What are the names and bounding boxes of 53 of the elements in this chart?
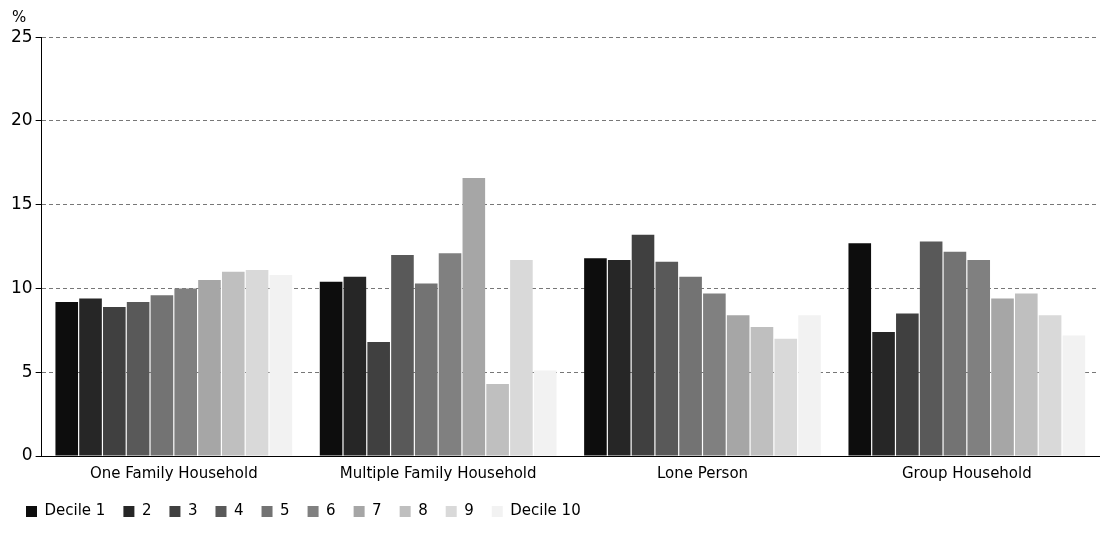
legend-label: 8 [418, 501, 428, 520]
bar [774, 338, 798, 456]
bar [55, 301, 79, 456]
x-tick-label: One Family Household [89, 463, 258, 482]
legend-label: 5 [280, 501, 290, 520]
bar [198, 280, 221, 456]
y-axis-title: % [12, 8, 28, 26]
bar [584, 258, 607, 456]
legend-label: 2 [141, 501, 152, 520]
bar [343, 276, 367, 456]
bar [991, 298, 1014, 456]
legend-label: 7 [372, 501, 382, 520]
y-tick-label: 0 [21, 444, 33, 465]
bar [607, 260, 631, 456]
bar [798, 315, 821, 456]
y-tick-label: 5 [21, 360, 33, 381]
bar [1062, 335, 1086, 456]
legend-label: 4 [233, 501, 244, 520]
bar [533, 370, 557, 456]
bar [1038, 315, 1062, 456]
bar [919, 241, 943, 456]
bar [750, 327, 774, 456]
legend-label: Decile 1 [44, 501, 106, 520]
legend-label: 3 [187, 501, 198, 520]
bar [1015, 293, 1038, 456]
bar [269, 275, 293, 456]
bar [103, 306, 126, 456]
bar [486, 383, 509, 456]
y-tick-label: 25 [10, 25, 33, 46]
x-tick-label: Lone Person [656, 463, 749, 482]
y-tick-label: 10 [10, 276, 33, 297]
legend-label: 6 [326, 501, 336, 520]
bar [245, 270, 269, 456]
legend-label: Decile 10 [510, 501, 581, 520]
bar [367, 342, 390, 456]
y-tick-label: 15 [10, 193, 33, 214]
bar [848, 243, 872, 456]
x-tick-label: Multiple Family Household [339, 463, 537, 482]
bar [872, 332, 895, 456]
bar [510, 260, 533, 456]
bar [462, 177, 486, 456]
bar [221, 271, 245, 456]
bar [631, 234, 655, 456]
y-tick-label: 20 [10, 109, 33, 130]
bar [391, 254, 414, 456]
bar [126, 301, 150, 456]
x-tick-label: Group Household [901, 463, 1032, 482]
bar [726, 315, 750, 456]
bar [79, 298, 102, 456]
bar [896, 313, 919, 456]
bar [319, 281, 343, 456]
bar [655, 261, 679, 456]
legend-label: 9 [464, 501, 474, 520]
